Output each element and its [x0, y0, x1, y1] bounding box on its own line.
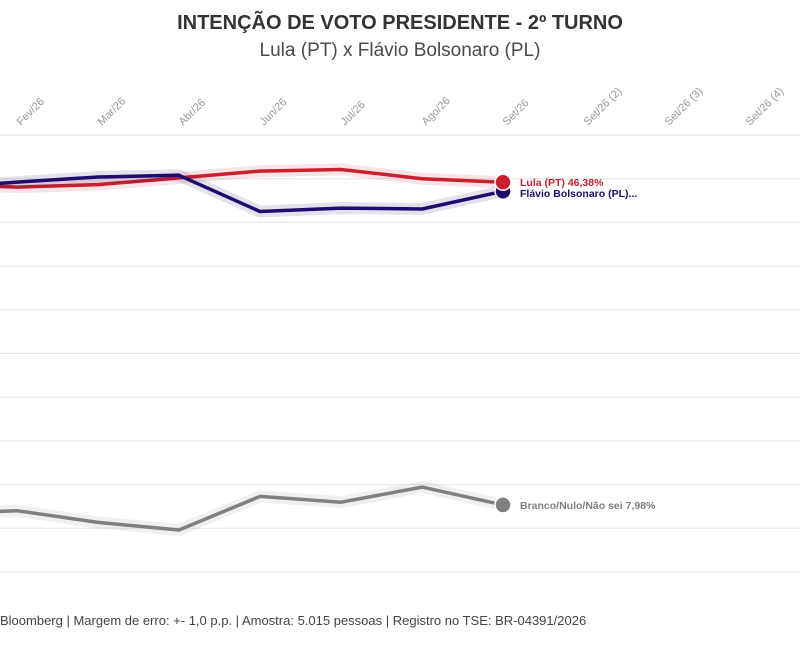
end-label-branco-nulo-nao-sei: Branco/Nulo/Não sei 7,98% — [520, 500, 656, 512]
x-tick-label: Jun/26 — [258, 96, 290, 128]
source-footer: Bloomberg | Margem de erro: +- 1,0 p.p. … — [0, 613, 587, 628]
end-label-lula-pt: Lula (PT) 46,38% — [520, 177, 604, 189]
series-line-flavio-bolsonaro-pl — [0, 173, 505, 214]
series-halo-branco-nulo-nao-sei — [0, 481, 509, 536]
x-tick-label: Abr/26 — [177, 97, 208, 128]
x-tick-label: Mar/26 — [96, 95, 129, 128]
end-marker-lula-pt — [494, 173, 512, 191]
x-tick-label: Jul/26 — [339, 99, 368, 128]
series-line-branco-nulo-nao-sei — [0, 485, 505, 532]
end-marker-branco-nulo-nao-sei — [494, 496, 512, 514]
chart-subtitle: Lula (PT) x Flávio Bolsonaro (PL) — [259, 40, 541, 61]
chart-title: INTENÇÃO DE VOTO PRESIDENTE - 2º TURNO — [177, 12, 623, 34]
series-line-lula-pt — [0, 167, 505, 189]
x-tick-label: Set/26 (3) — [663, 85, 706, 128]
x-tick-label: Set/26 (2) — [582, 85, 625, 128]
series-lines — [0, 163, 509, 536]
x-tick-label: Set/26 (4) — [744, 85, 787, 128]
grid-lines — [0, 134, 800, 573]
end-label-flavio-bolsonaro-pl: Flávio Bolsonaro (PL)... — [520, 188, 637, 200]
end-labels: Lula (PT) 46,38%Flávio Bolsonaro (PL)...… — [494, 173, 656, 514]
x-tick-label: Fev/26 — [15, 96, 47, 128]
x-tick-label: Ago/26 — [420, 95, 453, 128]
x-tick-label: Set/26 — [501, 97, 532, 128]
x-axis-ticks: Fev/26 Mar/26 Abr/26 Jun/26 Jul/26 Ago/26 Set/… — [15, 85, 787, 128]
